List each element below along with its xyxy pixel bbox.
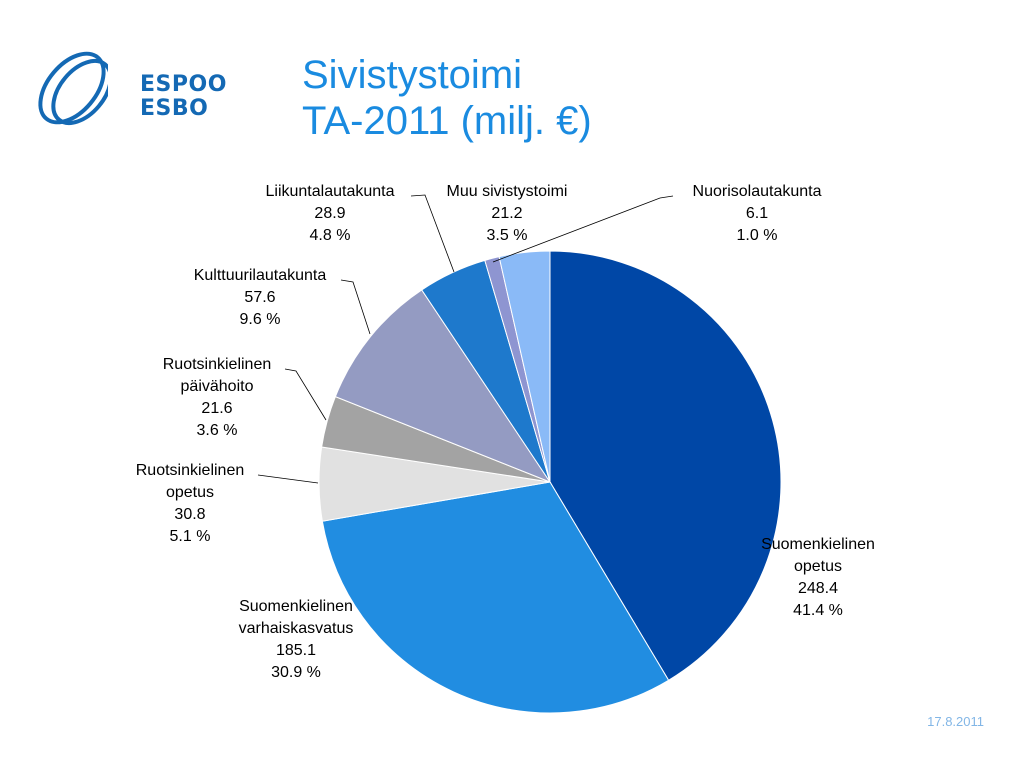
slice-label: Suomenkielinen <box>239 598 353 615</box>
title-line-1: Sivistystoimi <box>302 53 523 97</box>
slice-label: Kulttuurilautakunta <box>194 267 327 284</box>
slice-label: Muu sivistystoimi <box>447 183 568 200</box>
pie-slice-5 <box>334 289 552 484</box>
slice-label: päivähoito <box>181 378 254 395</box>
slice-percent: 3.6 % <box>197 422 238 439</box>
slice-value: 28.9 <box>314 205 345 222</box>
slice-value: 185.1 <box>276 642 316 659</box>
leader-line-4 <box>284 368 327 421</box>
slice-value: 248.4 <box>798 580 838 597</box>
espoo-logo-mark-icon <box>38 51 108 125</box>
slice-value: 21.2 <box>491 205 522 222</box>
pie-slice-2 <box>321 481 670 714</box>
data-label-2: Suomenkielinen varhaiskasvatus 185.1 30.9 % <box>239 598 354 681</box>
leader-line-3 <box>257 474 319 484</box>
slice-label: opetus <box>166 484 214 501</box>
data-label-6: Liikuntalautakunta 28.9 4.8 % <box>266 183 395 244</box>
slice-percent: 1.0 % <box>737 227 778 244</box>
page-title: Sivistystoimi TA-2011 (milj. €) <box>302 52 592 144</box>
title-line-2: TA-2011 (milj. €) <box>302 99 592 143</box>
data-label-7: Nuorisolautakunta 6.1 1.0 % <box>693 183 822 244</box>
slice-value: 57.6 <box>244 289 275 306</box>
data-label-3: Ruotsinkielinen opetus 30.8 5.1 % <box>136 462 245 545</box>
slice-value: 30.8 <box>174 506 205 523</box>
data-label-8: Muu sivistystoimi 21.2 3.5 % <box>447 183 568 244</box>
espoo-logo: ESPOO ESBO <box>36 36 236 136</box>
slice-percent: 4.8 % <box>310 227 351 244</box>
slice-percent: 9.6 % <box>240 311 281 328</box>
slice-label: Ruotsinkielinen <box>136 462 245 479</box>
pie-slice-8 <box>498 250 551 483</box>
leader-line-6 <box>410 194 455 273</box>
slice-label: varhaiskasvatus <box>239 620 354 637</box>
footer-date: 17.8.2011 <box>927 714 984 729</box>
logo-text-esbo: ESBO <box>140 96 209 121</box>
logo-text-espoo: ESPOO <box>140 72 227 97</box>
slice-value: 6.1 <box>746 205 768 222</box>
slice-percent: 30.9 % <box>271 664 321 681</box>
slice-value: 21.6 <box>201 400 232 417</box>
slice-label: Liikuntalautakunta <box>266 183 395 200</box>
data-label-5: Kulttuurilautakunta 57.6 9.6 % <box>194 267 327 328</box>
slice-percent: 3.5 % <box>487 227 528 244</box>
leader-line-5 <box>340 279 371 335</box>
slice-percent: 5.1 % <box>170 528 211 545</box>
pie-slice-1 <box>549 250 782 681</box>
data-label-4: Ruotsinkielinen päivähoito 21.6 3.6 % <box>163 356 272 439</box>
slice-label: Ruotsinkielinen <box>163 356 272 373</box>
slice-label: opetus <box>794 558 842 575</box>
data-label-1: Suomenkielinen opetus 248.4 41.4 % <box>761 536 875 619</box>
slice-label: Nuorisolautakunta <box>693 183 822 200</box>
leader-line-7 <box>492 195 674 263</box>
slice-percent: 41.4 % <box>793 602 843 619</box>
slice-label: Suomenkielinen <box>761 536 875 553</box>
